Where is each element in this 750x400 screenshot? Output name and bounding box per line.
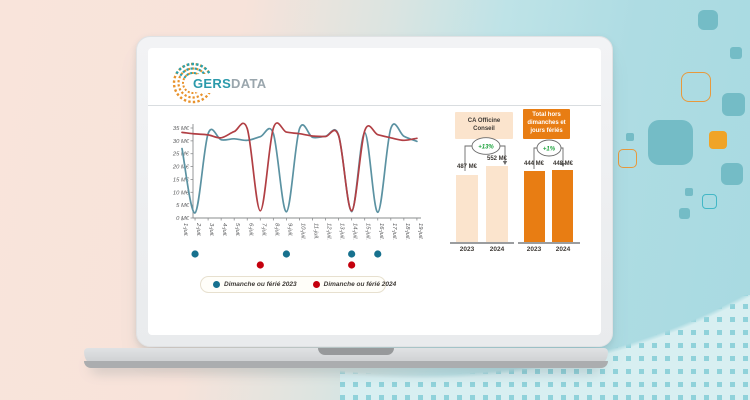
delta-value-ca-officine: +13%	[478, 144, 494, 150]
svg-text:1-juil.: 1-juil.	[182, 223, 188, 237]
svg-text:6-juil.: 6-juil.	[247, 223, 253, 237]
svg-text:8-juil.: 8-juil.	[273, 223, 279, 237]
laptop-base	[84, 348, 608, 368]
svg-text:14-juil.: 14-juil.	[352, 223, 358, 240]
deco-square	[698, 10, 718, 30]
svg-text:20 M€: 20 M€	[172, 165, 190, 171]
deco-square	[721, 163, 743, 185]
legend-dot-2024	[312, 281, 320, 288]
svg-text:5-juil.: 5-juil.	[234, 223, 240, 237]
laptop-base-notch	[318, 348, 394, 355]
svg-text:0 M€: 0 M€	[176, 216, 190, 222]
bar-cat-2024-ca: 2024	[489, 246, 505, 253]
bar-2024-ca-officine	[486, 166, 508, 242]
svg-text:13-juil.: 13-juil.	[339, 223, 345, 240]
legend-dot-2023	[213, 281, 220, 288]
svg-text:16-juil.: 16-juil.	[378, 223, 384, 240]
bar-value-2024-ca: 552 M€	[486, 156, 507, 162]
deco-square	[709, 131, 727, 149]
svg-text:2-juil.: 2-juil.	[195, 222, 201, 237]
svg-text:4-juil.: 4-juil.	[221, 223, 227, 237]
bar-cat-2023-ca: 2023	[459, 246, 475, 253]
bar-2024-total-hors	[552, 170, 573, 242]
svg-text:11-juil.: 11-juil.	[313, 223, 319, 240]
svg-text:3-juil.: 3-juil.	[208, 223, 214, 237]
legend-item-2023: Dimanche ou férié 2023	[213, 281, 297, 288]
header-divider	[148, 105, 601, 106]
daily-sales-line-chart: 0 M€ 5 M€ 10 M€ 15 M€ 20 M€ 25 M€ 30 M€ 35 M€ 1-…	[172, 122, 423, 269]
bar-value-2023-total: 444 M€	[523, 161, 544, 167]
deco-square	[730, 47, 742, 59]
deco-square	[626, 133, 634, 141]
svg-text:10 M€: 10 M€	[173, 190, 190, 196]
deco-square	[685, 188, 693, 196]
svg-text:5 M€: 5 M€	[176, 203, 190, 209]
svg-text:19-juil.: 19-juil.	[417, 223, 423, 240]
gersdata-logo: GERSDATA	[170, 60, 300, 106]
legend-item-2024: Dimanche ou férié 2024	[312, 281, 397, 288]
svg-text:18-juil.: 18-juil.	[404, 223, 410, 240]
bar-chart-title-ca-officine: CA Officine Conseil	[455, 112, 513, 139]
bar-baseline-total	[518, 242, 580, 244]
bar-baseline-ca	[450, 242, 514, 244]
svg-text:30 M€: 30 M€	[173, 139, 190, 145]
deco-square	[681, 72, 711, 102]
legend-label-2023: Dimanche ou férié 2023	[224, 281, 297, 288]
bar-value-2024-total: 448 M€	[552, 161, 573, 167]
svg-text:9-juil.: 9-juil.	[286, 223, 292, 237]
deco-square	[648, 120, 693, 165]
deco-square	[702, 194, 717, 209]
svg-text:10-juil.: 10-juil.	[299, 223, 305, 240]
bar-cat-2024-total: 2024	[555, 246, 571, 253]
logo-wordmark: GERSDATA	[190, 74, 273, 93]
svg-text:12-juil.: 12-juil.	[326, 223, 332, 240]
bar-value-2023-ca: 487 M€	[456, 164, 477, 170]
svg-text:7-juil.: 7-juil.	[260, 223, 266, 237]
legend-label-2024: Dimanche ou férié 2024	[323, 281, 397, 288]
laptop-screen-frame: GERSDATA 0 M€ 5 M€ 10 M€ 15 M€ 20 M€ 25 M€ 30 …	[136, 36, 613, 347]
bar-2023-ca-officine	[456, 174, 478, 242]
svg-text:15 M€: 15 M€	[173, 177, 190, 183]
svg-text:15-juil.: 15-juil.	[365, 223, 371, 240]
bar-chart-title-total-hors: Total hors dimanches et jours fériés	[523, 109, 570, 139]
deco-square	[618, 149, 637, 168]
deco-square	[722, 93, 745, 116]
svg-text:35 M€: 35 M€	[173, 126, 190, 132]
dashboard-screen: GERSDATA 0 M€ 5 M€ 10 M€ 15 M€ 20 M€ 25 M€ 30 …	[148, 48, 601, 335]
bar-cat-2023-total: 2023	[526, 246, 542, 253]
bar-2023-total-hors	[524, 170, 545, 242]
delta-value-total-hors: +1%	[543, 146, 556, 152]
deco-square	[679, 208, 690, 219]
chart-legend: Dimanche ou férié 2023 Dimanche ou férié…	[200, 276, 396, 293]
svg-text:25 M€: 25 M€	[172, 152, 190, 158]
logo-text-data: DATA	[231, 76, 267, 91]
svg-text:17-juil.: 17-juil.	[391, 223, 397, 240]
delta-badge-ca-officine: +13%	[464, 137, 508, 171]
logo-text-gers: GERS	[193, 76, 232, 91]
delta-badge-total-hors: +1%	[533, 139, 566, 169]
